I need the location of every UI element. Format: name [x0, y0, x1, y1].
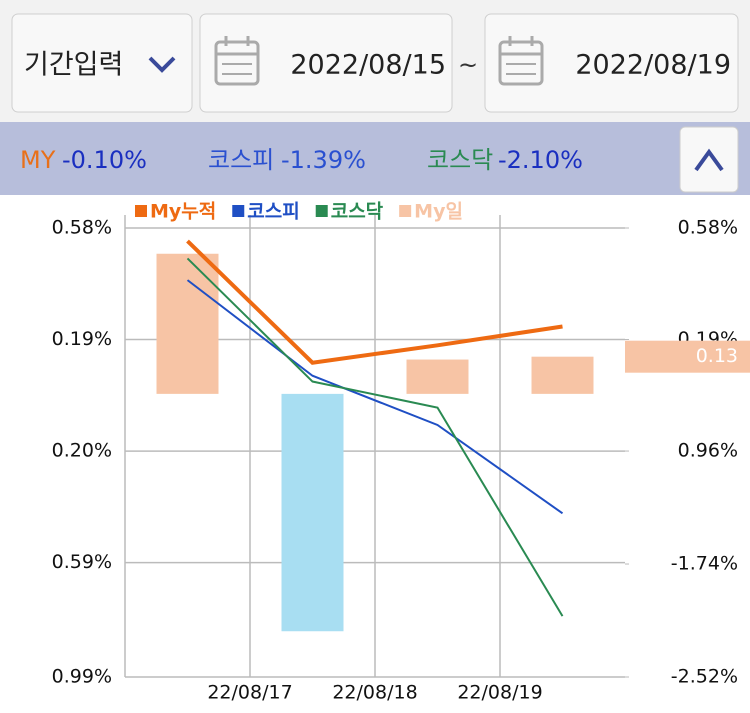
calendar-icon — [214, 36, 260, 86]
legend-swatch — [135, 205, 147, 217]
legend-label: 코스피 — [247, 201, 299, 223]
legend-swatch — [315, 205, 328, 217]
calendar-icon — [498, 36, 544, 86]
legend-label: My일 — [414, 201, 463, 223]
chevron-down — [148, 56, 176, 73]
value-tag — [625, 340, 750, 373]
end-date-box[interactable] — [484, 13, 739, 113]
y-tick-label: 0.20% — [52, 440, 112, 462]
start-date-box[interactable] — [199, 13, 453, 113]
chevron-up — [694, 148, 724, 172]
y2-tick-label: -1.74% — [671, 553, 738, 575]
legend-label: My누적 — [150, 201, 216, 223]
value-tag-label: 0.13 — [696, 345, 738, 367]
y2-tick-label: -2.52% — [671, 666, 738, 688]
y2-tick-label: 0.96% — [678, 440, 738, 462]
summary-name: MY — [20, 146, 56, 174]
line — [186, 257, 564, 617]
summary-value: -1.39% — [281, 146, 366, 174]
end-date: 2022/08/19 — [575, 50, 731, 81]
start-date: 2022/08/15 — [290, 50, 446, 81]
y-tick-label: 0.58% — [52, 217, 112, 239]
legend-swatch — [399, 205, 412, 217]
x-tick-label: 22/08/18 — [332, 682, 417, 704]
y-tick-label: 0.19% — [52, 328, 112, 350]
bar — [531, 356, 594, 394]
period-label: 기간입력 — [24, 50, 123, 81]
x-tick-label: 22/08/17 — [207, 682, 292, 704]
line — [186, 279, 564, 515]
summary-name: 코스피 — [208, 146, 274, 174]
x-tick-label: 22/08/19 — [457, 682, 542, 704]
line — [186, 239, 563, 365]
summary-bar — [0, 122, 750, 195]
date-separator: ~ — [458, 51, 478, 79]
y-tick-label: 0.59% — [52, 551, 112, 573]
chart: 0.58%0.19%0.20%0.59%0.99%0.58%0.19%0.96%… — [52, 201, 750, 704]
summary-name: 코스닥 — [427, 146, 493, 174]
legend-swatch — [232, 205, 245, 217]
bar — [281, 393, 344, 632]
y2-tick-label: 0.58% — [678, 217, 738, 239]
bar — [156, 253, 219, 394]
period-dropdown[interactable] — [11, 13, 193, 113]
summary-value: -0.10% — [62, 146, 147, 174]
y-tick-label: 0.99% — [52, 666, 112, 688]
bar — [406, 359, 469, 394]
legend-label: 코스닥 — [331, 201, 384, 223]
collapse-button[interactable] — [679, 126, 739, 193]
summary-value: -2.10% — [498, 146, 583, 174]
